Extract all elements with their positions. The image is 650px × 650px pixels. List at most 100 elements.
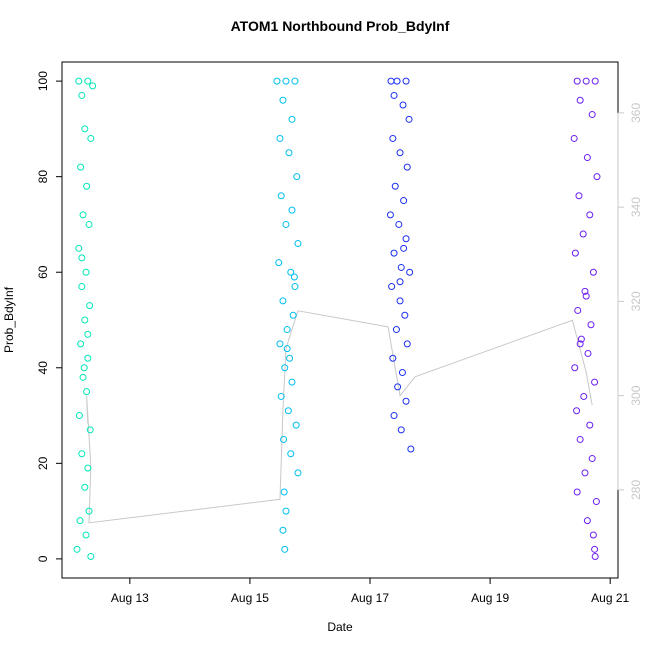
point [575,192,583,200]
y-tick-label: 40 [36,361,50,375]
point [85,507,93,515]
point [397,426,405,434]
x-tick-label: Aug 15 [231,591,269,605]
point [397,263,405,271]
point [79,373,87,381]
point [406,268,414,276]
point [279,297,287,305]
point [400,244,408,252]
x-tick-label: Aug 13 [111,591,149,605]
point [280,435,288,443]
point [282,220,290,228]
point [288,206,296,214]
point [84,464,92,472]
point [393,77,401,85]
point [390,91,398,99]
point [588,455,596,463]
plot-frame [61,61,619,579]
point [86,302,94,310]
point [403,340,411,348]
point [286,354,294,362]
y-tick-label: 0 [36,555,50,562]
point [386,211,394,219]
point [82,531,90,539]
point [79,211,87,219]
point [290,273,298,281]
point [570,134,578,142]
y2-tick-label: 300 [629,385,643,405]
point [591,545,599,553]
point [85,220,93,228]
point [287,450,295,458]
point [78,450,86,458]
point [405,115,413,123]
y-tick-label: 80 [36,170,50,184]
point [282,507,290,515]
point [280,488,288,496]
point [402,235,410,243]
y-tick-label: 60 [36,265,50,279]
y2-tick-label: 360 [629,103,643,123]
point [399,101,407,109]
point [581,287,589,295]
point [574,306,582,314]
point [282,77,290,85]
point [80,364,88,372]
point [576,340,584,348]
x-tick-label: Aug 19 [471,591,509,605]
point [273,77,281,85]
point [576,435,584,443]
point [291,77,299,85]
y2-tick-label: 320 [629,291,643,311]
point [294,240,302,248]
point [402,77,410,85]
point [573,407,581,415]
point [571,249,579,257]
point [283,345,291,353]
point [591,378,599,386]
point [277,192,285,200]
point [77,340,85,348]
point [73,545,81,553]
point [388,283,396,291]
point [292,421,300,429]
y-tick-label: 20 [36,456,50,470]
x-tick-label: Aug 17 [351,591,389,605]
x-axis-label: Date [327,620,353,634]
point [291,283,299,291]
point [78,283,86,291]
point [87,134,95,142]
point [276,340,284,348]
point [394,383,402,391]
point [77,163,85,171]
point [592,498,600,506]
point [75,77,83,85]
point [392,326,400,334]
point [78,254,86,262]
point [593,173,601,181]
point [277,392,285,400]
point [391,182,399,190]
point [285,149,293,157]
point [398,369,406,377]
point [83,182,91,190]
point [571,364,579,372]
point [78,91,86,99]
point [293,173,301,181]
point [591,553,599,560]
point [583,154,591,162]
point [81,125,89,133]
point [586,421,594,429]
point [579,230,587,238]
point [401,311,409,319]
point [589,531,597,539]
point [403,163,411,171]
point [389,134,397,142]
point [281,545,289,553]
point [81,316,89,324]
point [281,364,289,372]
point [588,111,596,119]
point [288,115,296,123]
y2-tick-label: 340 [629,197,643,217]
